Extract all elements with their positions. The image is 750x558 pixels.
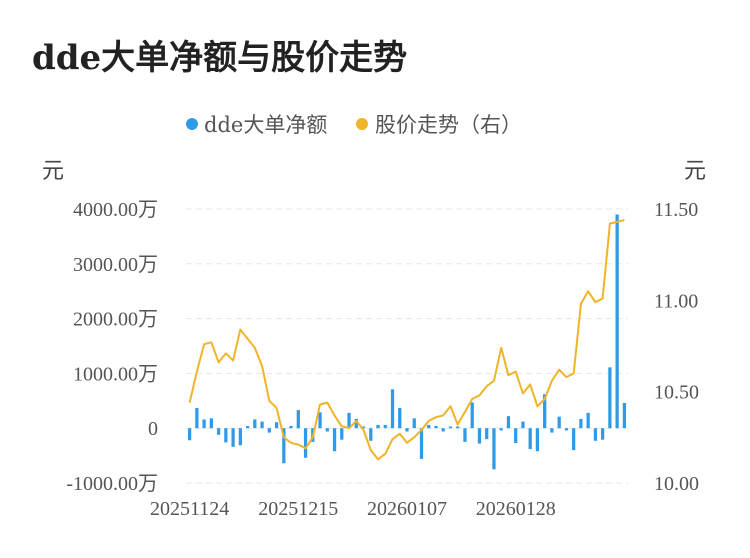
- dde-bar: [369, 428, 373, 441]
- dde-bar: [456, 426, 460, 429]
- dde-bar: [427, 424, 431, 429]
- dde-bar: [325, 428, 329, 432]
- left-tick-label: 1000.00万: [73, 363, 158, 385]
- dde-bar: [224, 428, 228, 443]
- dde-bar: [332, 428, 337, 452]
- legend-label-price: 股价走势（右）: [375, 113, 522, 137]
- dde-bar: [216, 428, 221, 435]
- x-tick-label: 20251215: [258, 498, 338, 520]
- dde-bar: [441, 428, 445, 432]
- dde-bar: [405, 428, 409, 432]
- left-tick-label: 3000.00万: [73, 254, 158, 276]
- legend-marker-dde: [186, 118, 198, 130]
- dde-bar: [448, 426, 453, 429]
- x-tick-label: 20260128: [476, 498, 556, 520]
- dde-bar: [376, 424, 380, 429]
- right-axis-unit: 元: [684, 159, 706, 184]
- right-tick-label: 10.00: [654, 473, 699, 495]
- dde-bar: [579, 418, 583, 429]
- dde-bar: [361, 426, 366, 429]
- dde-bar: [463, 428, 467, 442]
- dde-bar: [608, 367, 612, 429]
- dde-bar: [202, 419, 206, 429]
- dde-bar: [282, 428, 286, 464]
- right-tick-label: 11.00: [654, 290, 698, 312]
- dde-bar: [477, 428, 482, 444]
- dde-bar: [521, 421, 525, 429]
- dde-bar: [187, 428, 192, 441]
- dde-bar: [347, 412, 351, 429]
- dde-bar: [470, 402, 474, 429]
- left-tick-label: 4000.00万: [73, 199, 158, 221]
- dde-bar: [601, 428, 605, 440]
- dde-bar: [303, 428, 308, 458]
- price-line-path: [188, 219, 625, 461]
- dde-bar: [231, 428, 235, 447]
- dde-bar: [354, 418, 358, 429]
- left-tick-label: 0: [148, 418, 158, 440]
- dde-bar: [492, 428, 496, 470]
- dde-bar: [572, 428, 576, 451]
- dde-bar: [245, 426, 250, 429]
- dde-bar: [289, 426, 293, 429]
- dde-bar: [419, 428, 424, 459]
- dde-bar: [434, 426, 438, 429]
- left-tick-label: 2000.00万: [73, 309, 158, 331]
- dde-bar: [550, 428, 554, 433]
- dde-bar: [383, 424, 387, 429]
- x-axis-ticks: 20251124 20251215 20260107 20260128: [150, 498, 556, 520]
- dde-bar: [412, 418, 416, 429]
- dde-bar: [260, 421, 264, 429]
- dde-bar: [528, 428, 532, 450]
- dde-bar: [274, 422, 279, 429]
- legend-label-dde: dde大单净额: [204, 113, 327, 137]
- dde-bar: [209, 418, 213, 429]
- dde-bar: [622, 402, 627, 429]
- dde-bar: [340, 428, 344, 440]
- dde-bar: [195, 407, 199, 429]
- dde-bar: [535, 428, 540, 452]
- right-tick-label: 11.50: [654, 199, 698, 221]
- dde-bar: [593, 428, 598, 441]
- left-axis-ticks: 4000.00万 3000.00万 2000.00万 1000.00万 0 -1000.0…: [66, 199, 158, 495]
- dde-bar: [390, 389, 395, 429]
- dde-bar: [506, 416, 511, 429]
- left-tick-label: -1000.00万: [66, 473, 158, 495]
- dde-bar: [586, 412, 590, 429]
- dde-bars: [187, 214, 627, 470]
- dde-bar: [318, 412, 322, 429]
- dde-bar: [253, 419, 257, 429]
- dde-bar: [557, 416, 561, 429]
- chart-title: dde大单净额与股价走势: [32, 38, 408, 78]
- dde-bar: [615, 214, 619, 429]
- right-tick-label: 10.50: [654, 382, 699, 404]
- dde-bar: [296, 410, 300, 429]
- dde-bar: [485, 428, 489, 440]
- dde-bar: [514, 428, 518, 443]
- dde-bar: [543, 394, 547, 429]
- dde-bar: [564, 428, 569, 431]
- legend: dde大单净额 股价走势（右）: [186, 113, 522, 137]
- price-line: [188, 219, 625, 461]
- dde-bar: [267, 428, 271, 433]
- x-tick-label: 20260107: [367, 498, 447, 520]
- legend-marker-price: [356, 118, 368, 130]
- dde-bar: [499, 428, 503, 431]
- right-axis-ticks: 11.50 11.00 10.50 10.00: [654, 199, 699, 495]
- dde-bar: [398, 407, 402, 429]
- x-tick-label: 20251124: [150, 498, 229, 520]
- left-axis-unit: 元: [42, 159, 64, 184]
- dde-bar: [238, 428, 242, 446]
